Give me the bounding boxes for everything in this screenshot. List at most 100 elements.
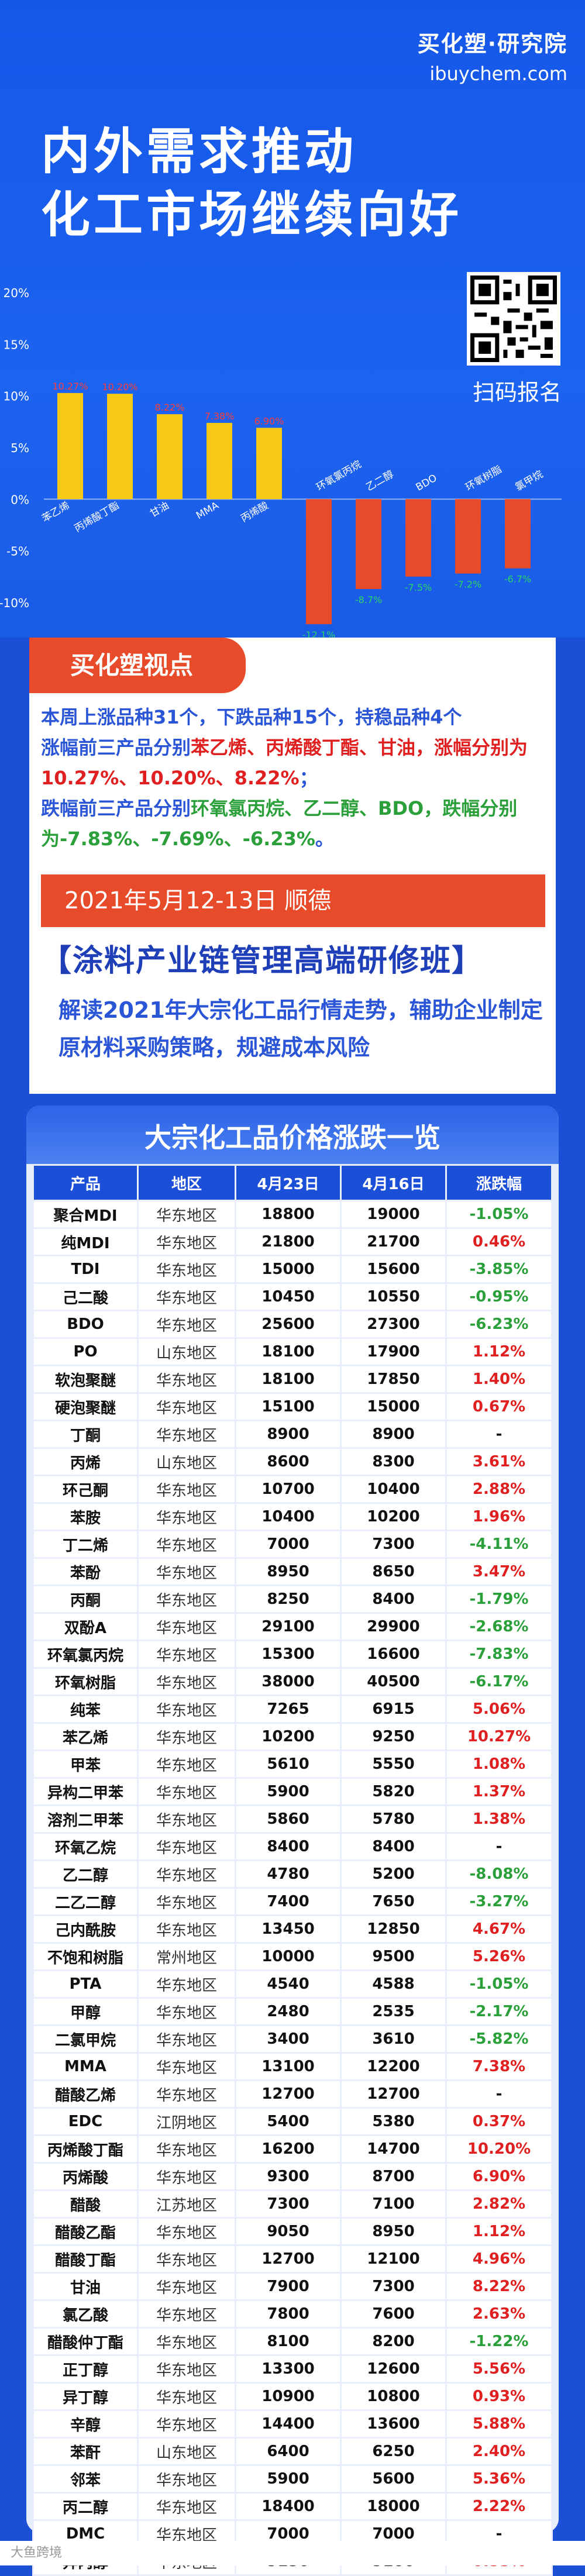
cell-price-old: 8700 [340,2162,447,2191]
cell-change: 2.88% [445,1475,553,1504]
cell-price-new: 8900 [235,1420,342,1449]
bar-data-label: -6.7% [504,574,531,585]
table-row: PTA 华东地区 4540 4588 -1.05% [32,1969,553,1999]
y-tick-label: 15% [4,338,29,352]
cell-region: 华东地区 [136,1859,237,1889]
qr-code[interactable] [467,272,560,366]
cell-product: 苯酐 [32,2437,139,2466]
table-row: 丙烯 山东地区 8600 8300 3.61% [32,1447,553,1476]
cell-price-new: 14400 [235,2409,342,2439]
cell-change: -2.17% [445,1997,553,2026]
cell-change: -3.27% [445,1887,553,1916]
rise-products: 苯乙烯、丙烯酸丁酯、甘油 [191,736,416,759]
table-row: 辛醇 华东地区 14400 13600 5.88% [32,2409,553,2439]
cell-change: 5.26% [445,1942,553,1971]
bar-data-label: 10.27% [52,381,88,392]
cell-product: 环氧乙烷 [32,1832,139,1861]
bar [455,499,481,574]
table-row: 甘油 华东地区 7900 7300 8.22% [32,2272,553,2301]
y-tick-label: 20% [4,286,29,300]
y-tick-label: 5% [11,441,29,455]
cell-region: 山东地区 [136,2437,237,2466]
insight-fall: 跌幅前三产品分别环氧氯丙烷、乙二醇、BDO，跌幅分别为-7.83%、-7.69%… [41,793,544,854]
event-title[interactable]: 【涂料产业链管理高端研修班】 [41,943,484,979]
cell-price-new: 13450 [235,1914,342,1944]
table-row: 二氯甲烷 华东地区 3400 3610 -5.82% [32,2024,553,2054]
cell-product: 丁二烯 [32,1530,139,1559]
cell-region: 华东地区 [136,1750,237,1779]
cell-price-new: 7400 [235,1887,342,1916]
table-row: 苯胺 华东地区 10400 10200 1.96% [32,1502,553,1531]
cell-price-new: 38000 [235,1667,342,1696]
cell-change: 8.22% [445,2272,553,2301]
table-row: 己内酰胺 华东地区 13450 12850 4.67% [32,1914,553,1944]
table-row: 丁二烯 华东地区 7000 7300 -4.11% [32,1530,553,1559]
cell-region: 华东地区 [136,1887,237,1916]
cell-region: 山东地区 [136,1447,237,1476]
cell-price-new: 18100 [235,1365,342,1394]
table-row: 纯MDI 华东地区 21800 21700 0.46% [32,1227,553,1256]
cell-change: 1.38% [445,1804,553,1834]
cell-price-new: 5400 [235,2107,342,2136]
event-description: 解读2021年大宗化工品行情走势，辅助企业制定原材料采购策略，规避成本风险 [58,997,543,1060]
cell-price-new: 5900 [235,1777,342,1806]
cell-product: BDO [32,1310,139,1339]
table-row: 丙二醇 华东地区 18400 18000 2.22% [32,2492,553,2521]
cell-product: 甲苯 [32,1750,139,1779]
qr-code-icon [470,275,557,362]
category-label: 甘油 [148,500,171,519]
bar-data-label: 8.22% [155,402,185,413]
bar [157,414,183,500]
table-row: 硬泡聚醚 华东地区 15100 15000 0.67% [32,1392,553,1421]
price-table: 产品 地区 4月23日 4月16日 涨跌幅 聚合MDI 华东地区 18800 1900… [32,1164,553,2576]
cell-region: 华东地区 [136,1227,237,1256]
insight-rise: 涨幅前三产品分别苯乙烯、丙烯酸丁酯、甘油，涨幅分别为 10.27%、10.20%、… [41,732,544,793]
cell-price-new: 13300 [235,2354,342,2384]
cell-product: 硬泡聚醚 [32,1392,139,1421]
cell-region: 华东地区 [136,1667,237,1696]
cell-change: 1.40% [445,1365,553,1394]
fall-products: 环氧氯丙烷、乙二醇、BDO [191,797,424,819]
cell-region: 华东地区 [136,1502,237,1531]
cell-change: 2.82% [445,2189,553,2219]
cell-price-new: 12700 [235,2079,342,2109]
cell-region: 华东地区 [136,1585,237,1614]
cell-region: 华东地区 [136,1392,237,1421]
cell-price-new: 12700 [235,2244,342,2274]
table-row: 环氧树脂 华东地区 38000 40500 -6.17% [32,1667,553,1696]
cell-region: 华东地区 [136,2382,237,2411]
cell-change: 4.67% [445,1914,553,1944]
col-date-2: 4月16日 [340,1164,447,1201]
cell-region: 华东地区 [136,1475,237,1504]
cell-price-new: 8100 [235,2327,342,2356]
bar-data-label: 6.90% [254,415,284,426]
cell-change: 3.61% [445,1447,553,1476]
cell-region: 华东地区 [136,1612,237,1641]
cell-product: 聚合MDI [32,1200,139,1229]
insight-panel [29,638,556,1094]
table-row: 醋酸丁酯 华东地区 12700 12100 4.96% [32,2244,553,2274]
cell-product: 纯MDI [32,1227,139,1256]
table-row: 丙烯酸丁酯 华东地区 16200 14700 10.20% [32,2134,553,2164]
cell-product: PO [32,1337,139,1366]
table-row: 溶剂二甲苯 华东地区 5860 5780 1.38% [32,1804,553,1834]
cell-price-old: 40500 [340,1667,447,1696]
table-row: 聚合MDI 华东地区 18800 19000 -1.05% [32,1200,553,1229]
cell-region: 华东地区 [136,1530,237,1559]
cell-price-old: 14700 [340,2134,447,2164]
cell-price-new: 4780 [235,1859,342,1889]
brand-name: 买化塑·研究院 [417,31,567,57]
table-row: 氯乙酸 华东地区 7800 7600 2.63% [32,2299,553,2329]
cell-product: 乙二醇 [32,1859,139,1889]
bar [256,428,282,500]
cell-change: - [445,1832,553,1861]
cell-price-new: 7265 [235,1695,342,1724]
cell-price-new: 7000 [235,1530,342,1559]
cell-region: 华东地区 [136,1695,237,1724]
cell-price-new: 3400 [235,2024,342,2054]
cell-price-old: 17900 [340,1337,447,1366]
cell-change: -0.95% [445,1282,553,1311]
cell-price-old: 12100 [340,2244,447,2274]
brand-logo: 买化塑·研究院 ibuychem.com [418,26,567,85]
cell-price-old: 5200 [340,1859,447,1889]
